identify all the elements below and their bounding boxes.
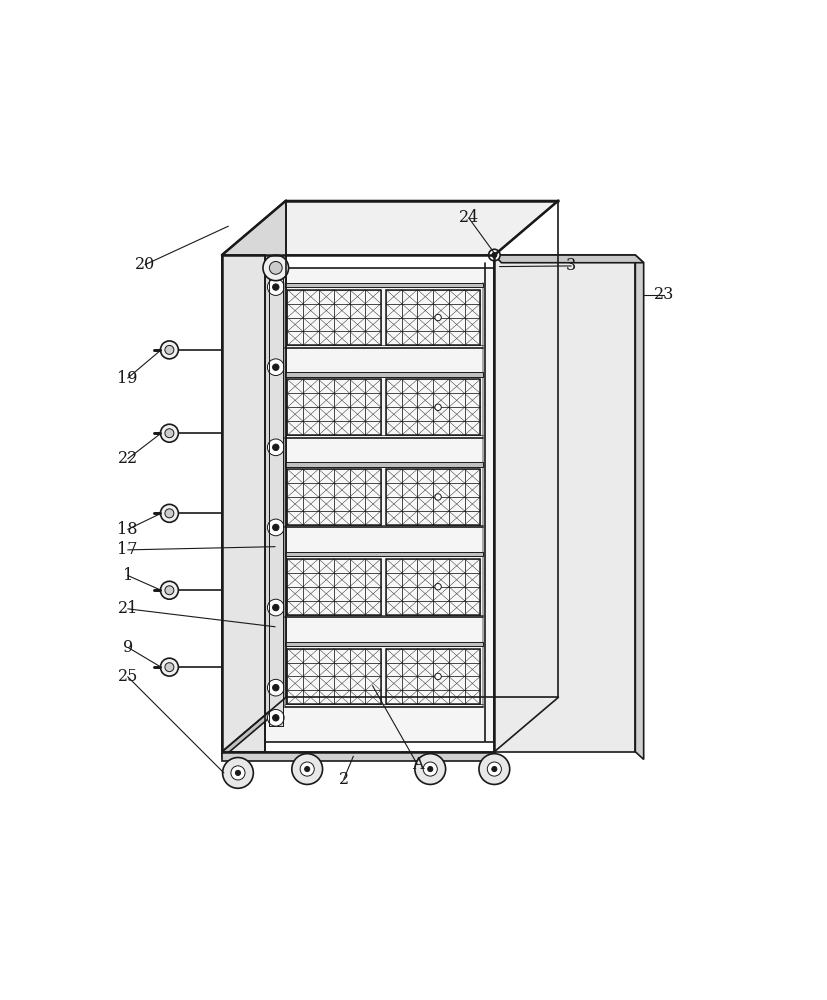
- Text: 24: 24: [459, 209, 479, 226]
- Polygon shape: [287, 469, 381, 525]
- Circle shape: [267, 709, 284, 726]
- Polygon shape: [284, 283, 483, 287]
- Polygon shape: [284, 462, 483, 467]
- Circle shape: [492, 252, 497, 258]
- Polygon shape: [287, 290, 381, 345]
- Circle shape: [160, 581, 179, 599]
- Polygon shape: [287, 559, 381, 615]
- Circle shape: [273, 604, 279, 611]
- Circle shape: [435, 584, 442, 590]
- Text: 19: 19: [117, 370, 138, 387]
- Polygon shape: [386, 469, 480, 525]
- Polygon shape: [386, 649, 480, 704]
- Circle shape: [423, 762, 437, 776]
- Circle shape: [304, 766, 310, 772]
- Polygon shape: [386, 559, 480, 615]
- Circle shape: [267, 679, 284, 696]
- Circle shape: [160, 504, 179, 522]
- Circle shape: [263, 255, 289, 281]
- Polygon shape: [222, 255, 265, 752]
- Circle shape: [270, 261, 282, 274]
- Circle shape: [273, 715, 279, 721]
- Polygon shape: [495, 255, 635, 752]
- Circle shape: [165, 663, 174, 672]
- Text: 2: 2: [339, 771, 349, 788]
- Circle shape: [160, 424, 179, 442]
- Polygon shape: [287, 379, 381, 435]
- Text: 21: 21: [117, 600, 138, 617]
- Polygon shape: [495, 255, 643, 263]
- Polygon shape: [222, 201, 558, 255]
- Text: 23: 23: [654, 286, 674, 303]
- Circle shape: [267, 279, 284, 295]
- Circle shape: [273, 364, 279, 370]
- Circle shape: [415, 754, 446, 784]
- Text: 9: 9: [122, 639, 133, 656]
- Circle shape: [273, 284, 279, 290]
- Polygon shape: [284, 372, 483, 377]
- Circle shape: [236, 770, 241, 775]
- Circle shape: [267, 359, 284, 376]
- Polygon shape: [265, 268, 495, 742]
- Circle shape: [267, 519, 284, 536]
- Polygon shape: [284, 552, 483, 556]
- Text: 20: 20: [135, 256, 155, 273]
- Polygon shape: [222, 697, 286, 758]
- Text: 17: 17: [117, 541, 138, 558]
- Circle shape: [489, 249, 500, 261]
- Circle shape: [492, 766, 497, 772]
- Circle shape: [222, 758, 253, 788]
- Circle shape: [487, 762, 501, 776]
- Text: 22: 22: [117, 450, 138, 467]
- Circle shape: [160, 658, 179, 676]
- Circle shape: [160, 341, 179, 359]
- Circle shape: [165, 586, 174, 595]
- Circle shape: [267, 599, 284, 616]
- Polygon shape: [269, 276, 283, 726]
- Circle shape: [273, 524, 279, 531]
- Polygon shape: [635, 255, 643, 759]
- Text: 18: 18: [117, 521, 138, 538]
- Circle shape: [165, 509, 174, 518]
- Circle shape: [435, 404, 442, 410]
- Polygon shape: [386, 290, 480, 345]
- Circle shape: [435, 494, 442, 500]
- Circle shape: [165, 345, 174, 354]
- Polygon shape: [386, 379, 480, 435]
- Circle shape: [273, 444, 279, 451]
- Polygon shape: [222, 201, 286, 752]
- Circle shape: [435, 314, 442, 321]
- Circle shape: [267, 439, 284, 456]
- Text: 1: 1: [122, 567, 133, 584]
- Circle shape: [273, 684, 279, 691]
- Polygon shape: [222, 752, 495, 761]
- Text: 25: 25: [117, 668, 138, 685]
- Circle shape: [428, 766, 433, 772]
- Circle shape: [165, 429, 174, 438]
- Circle shape: [479, 754, 509, 784]
- Circle shape: [435, 673, 442, 680]
- Circle shape: [300, 762, 314, 776]
- Text: A: A: [412, 756, 423, 773]
- Circle shape: [292, 754, 323, 784]
- Polygon shape: [287, 649, 381, 704]
- Polygon shape: [284, 642, 483, 646]
- Text: 3: 3: [566, 257, 576, 274]
- Circle shape: [231, 766, 245, 780]
